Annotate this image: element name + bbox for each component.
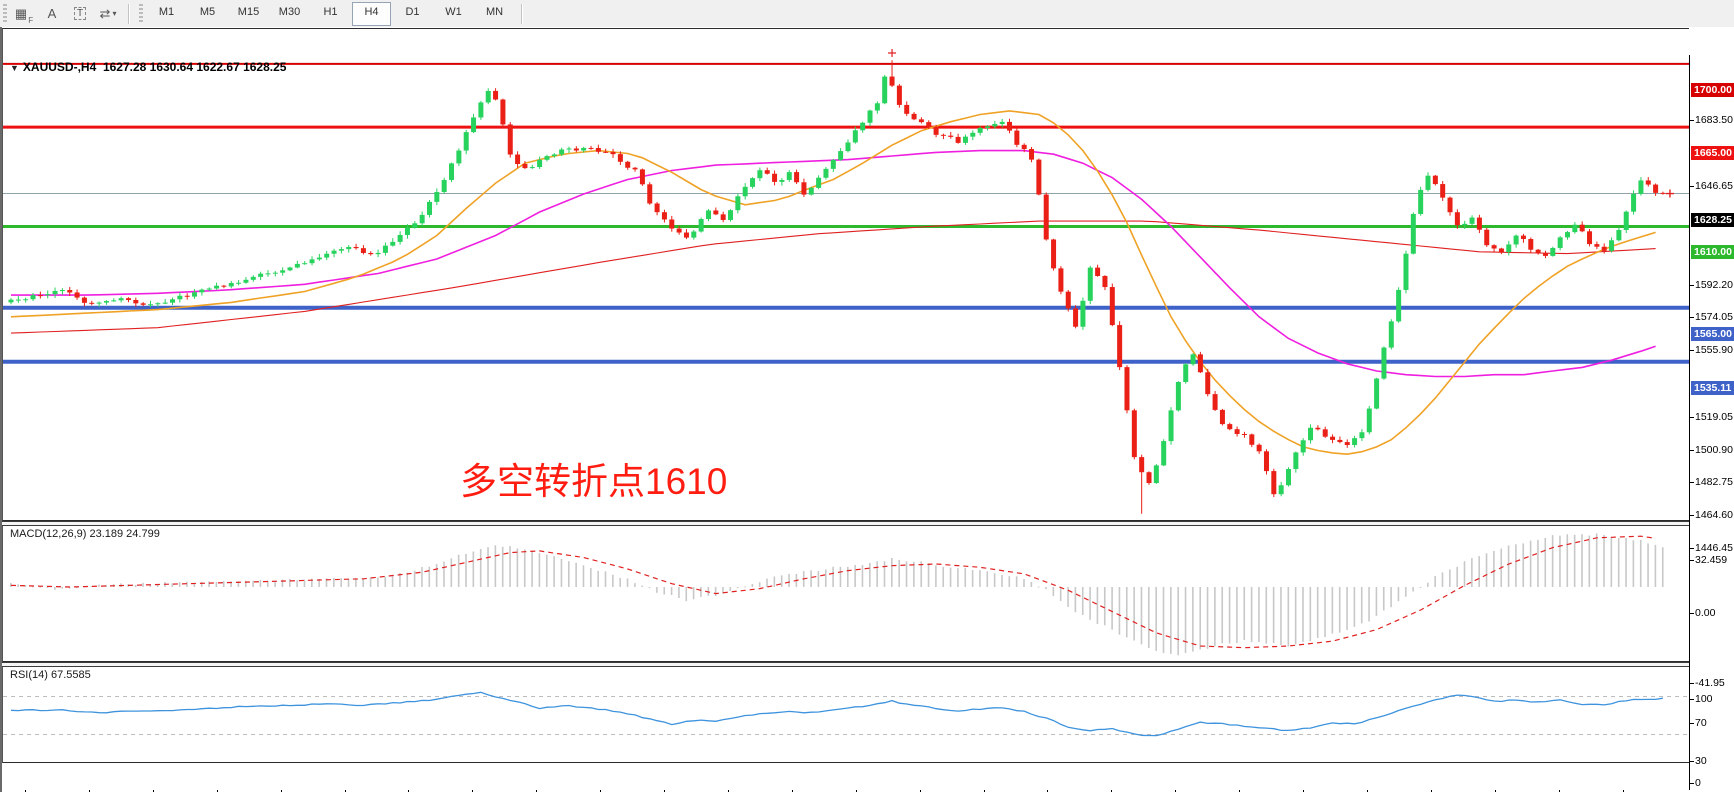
chart-window: ▼ XAUUSD-,H4 1627.28 1630.64 1622.67 1628… <box>0 27 1734 792</box>
price-tick-label: 1683.50 <box>1695 113 1733 126</box>
macd-tick-label: 0.00 <box>1695 607 1716 619</box>
rsi-canvas <box>3 691 1690 737</box>
timeframe-button-m5[interactable]: M5 <box>199 5 216 18</box>
rsi-panel[interactable] <box>2 666 1690 763</box>
date-tick <box>791 790 793 792</box>
price-tick-label: 1500.90 <box>1695 443 1733 456</box>
date-tick <box>983 790 985 792</box>
price-tick-label: 1555.90 <box>1695 344 1733 357</box>
price-badge-1700.00: 1700.00 <box>1691 82 1734 97</box>
date-tick <box>408 790 410 792</box>
price-tick-label: 1574.05 <box>1695 311 1733 324</box>
chart-context-dropdown-icon[interactable]: ▼ <box>10 63 19 73</box>
toolbar-grip[interactable] <box>3 3 7 24</box>
date-tick <box>1622 790 1624 792</box>
date-tick <box>727 790 729 792</box>
date-tick <box>919 790 921 792</box>
chart-title: ▼ XAUUSD-,H4 1627.28 1630.64 1622.67 1628… <box>10 60 286 74</box>
price-tick-label: 1464.60 <box>1695 509 1733 522</box>
top-toolbar: ▦ F A T ⇄ ▾ M1 M5 M15 M30 H1 H4 D1 W1 MN <box>0 0 1734 28</box>
date-tick <box>536 790 538 792</box>
price-badge-1610.00: 1610.00 <box>1691 245 1734 260</box>
macd-indicator-label: MACD(12,26,9) 23.189 24.799 <box>10 528 160 540</box>
rsi-tick-label: 100 <box>1695 693 1713 705</box>
price-badge-1665.00: 1665.00 <box>1691 146 1734 161</box>
macd-tick-label: -41.95 <box>1695 677 1725 689</box>
rsi-tick-label: 0 <box>1695 777 1701 789</box>
date-tick <box>1047 790 1049 792</box>
price-tick-label: 1482.75 <box>1695 476 1733 489</box>
timeframe-button-h4[interactable]: H4 <box>352 1 391 26</box>
date-tick <box>1111 790 1113 792</box>
date-tick <box>25 790 26 792</box>
chart-annotation-text: 多空转折点1610 <box>460 461 728 502</box>
current-price-badge: 1628.25 <box>1691 212 1734 227</box>
panel-splitter-rsi[interactable] <box>2 662 1689 667</box>
main-chart-canvas <box>3 49 1690 514</box>
ohlc-values: 1627.28 1630.64 1622.67 1628.25 <box>102 60 287 74</box>
toolbar-grip-2[interactable] <box>139 3 143 24</box>
toolbar-icon-group: ▦ F A T ⇄ ▾ <box>10 3 122 25</box>
date-tick <box>1558 790 1560 792</box>
timeframe-button-m15[interactable]: M15 <box>237 5 260 18</box>
toolbar-separator <box>128 3 130 24</box>
rsi-tick-label: 30 <box>1695 754 1707 767</box>
date-tick <box>280 790 282 792</box>
price-tick-label: 1519.05 <box>1695 410 1733 423</box>
timeframe-button-m1[interactable]: M1 <box>158 5 175 18</box>
date-tick <box>344 790 346 792</box>
grid-f-icon[interactable]: ▦ F <box>14 5 34 25</box>
price-tick-label: 1446.45 <box>1695 542 1733 554</box>
macd-canvas <box>10 533 1664 656</box>
panel-splitter-macd[interactable] <box>2 521 1689 526</box>
date-tick <box>472 790 474 792</box>
high-marker-icon <box>888 49 897 57</box>
price-axis[interactable]: 1683.50 1646.65 1592.20 1574.05 1555.90 1519.… <box>1689 55 1734 790</box>
timeframe-button-mn[interactable]: MN <box>485 5 504 18</box>
price-tick-label: 1592.20 <box>1695 278 1733 291</box>
rsi-line <box>10 691 1664 737</box>
timeframe-button-d1[interactable]: D1 <box>405 5 420 18</box>
price-badge-1565.00: 1565.00 <box>1691 326 1734 341</box>
date-tick <box>1494 790 1496 792</box>
cycle-symbols-icon[interactable]: ⇄ ▾ <box>99 5 117 21</box>
toolbar-separator-2 <box>521 3 523 24</box>
symbol-period-label: XAUUSD-,H4 <box>22 60 97 74</box>
macd-signal-line <box>10 535 1656 649</box>
text-box-icon[interactable]: T <box>67 3 93 25</box>
date-tick <box>88 790 90 792</box>
date-tick <box>1175 790 1177 792</box>
date-tick <box>1303 790 1304 792</box>
timeframe-button-m30[interactable]: M30 <box>278 5 301 18</box>
last-price-marker-icon <box>1665 189 1674 198</box>
price-badge-1535.11: 1535.11 <box>1691 380 1734 395</box>
text-a-icon[interactable]: A <box>47 6 57 21</box>
price-tick-label: 1646.65 <box>1695 180 1733 193</box>
date-tick <box>152 790 154 792</box>
date-tick <box>1430 790 1432 792</box>
macd-panel[interactable] <box>2 525 1689 662</box>
date-tick <box>600 790 602 792</box>
date-tick <box>1239 790 1241 792</box>
date-tick <box>855 790 857 792</box>
date-tick <box>664 790 665 792</box>
rsi-tick-label: 70 <box>1695 716 1707 729</box>
date-tick <box>1366 790 1368 792</box>
rsi-indicator-label: RSI(14) 67.5585 <box>10 669 91 681</box>
timeframe-button-w1[interactable]: W1 <box>445 5 462 18</box>
macd-tick-label: 32.459 <box>1695 553 1728 566</box>
main-chart-panel[interactable] <box>2 28 1690 521</box>
date-axis[interactable]: 7 Feb 202010 Feb 20:0012 Feb 04:0013 Feb… <box>2 790 1689 792</box>
timeframe-button-h1[interactable]: H1 <box>323 5 338 18</box>
date-tick <box>216 790 218 792</box>
timeframe-button-group: M1 M5 M15 M30 H1 H4 D1 W1 MN <box>146 1 515 26</box>
